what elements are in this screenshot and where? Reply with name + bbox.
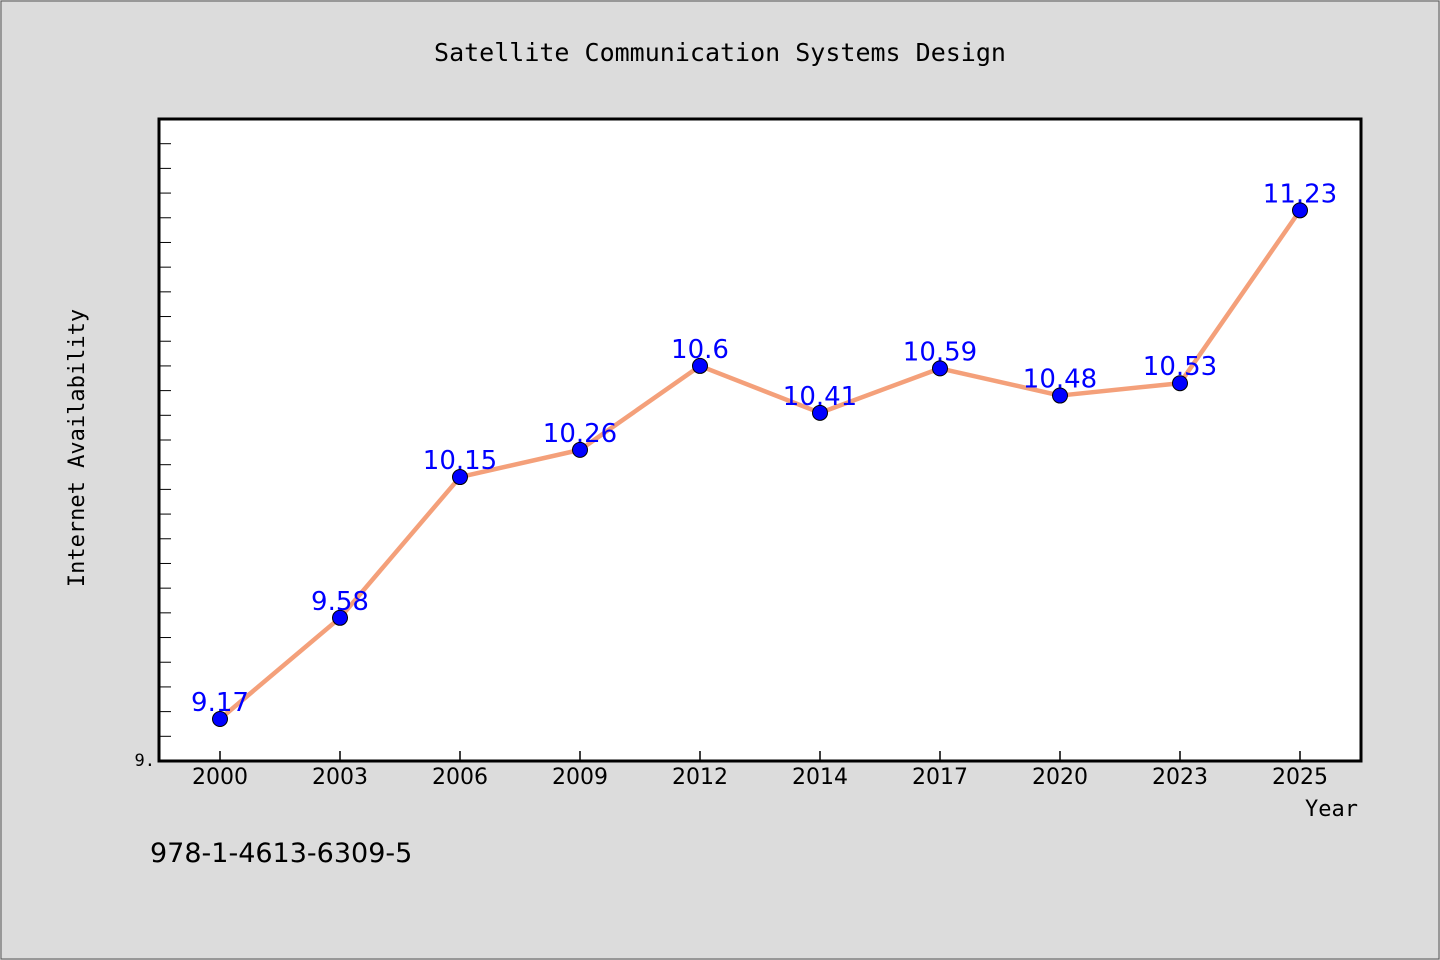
- x-tick-label: 2003: [312, 765, 368, 790]
- data-point: [932, 360, 948, 377]
- x-tick-label: 2000: [192, 765, 248, 790]
- data-label: 10.53: [1143, 352, 1217, 382]
- data-label: 10.48: [1023, 365, 1097, 395]
- data-point: [572, 441, 588, 458]
- isbn-label: 978-1-4613-6309-5: [150, 838, 412, 869]
- x-tick-label: 2006: [432, 765, 488, 790]
- data-point: [812, 404, 828, 421]
- series-line-group: [217, 208, 1303, 722]
- data-point: [212, 711, 228, 728]
- data-point: [1292, 202, 1308, 219]
- data-point: [692, 357, 708, 374]
- series-points-group: [212, 202, 1308, 728]
- chart-title: Satellite Communication Systems Design: [434, 38, 1006, 67]
- data-label: 10.15: [423, 446, 497, 476]
- data-label: 9.17: [191, 688, 249, 718]
- data-label: 10.59: [903, 337, 977, 367]
- data-label: 10.41: [783, 382, 857, 412]
- data-label: 10.26: [543, 419, 617, 449]
- x-tick-label: 2017: [912, 765, 968, 790]
- x-tick-label: 2009: [552, 765, 608, 790]
- x-axis-tick-labels: 2000 2003 2006 2009 2012 2014 2017 2020 2023 2025: [192, 765, 1328, 790]
- x-tick-label: 2012: [672, 765, 728, 790]
- series-line: [217, 208, 1303, 722]
- data-labels-group: 9.17 9.58 10.15 10.26 10.6 10.41 10.59 10.48 10.…: [191, 179, 1337, 718]
- y-axis-ticks: [159, 143, 171, 737]
- data-point: [1172, 375, 1188, 392]
- data-label: 11.23: [1263, 179, 1337, 209]
- data-point: [332, 609, 348, 626]
- plot-area: [157, 117, 1363, 763]
- data-point: [1052, 387, 1068, 404]
- data-label: 9.58: [311, 587, 369, 617]
- x-tick-label: 2020: [1032, 765, 1088, 790]
- x-axis-label: Year: [1305, 797, 1358, 822]
- data-label: 10.6: [671, 335, 729, 365]
- x-tick-label: 2014: [792, 765, 848, 790]
- x-tick-label: 2023: [1152, 765, 1208, 790]
- data-point: [452, 469, 468, 486]
- x-tick-label: 2025: [1272, 765, 1328, 790]
- x-axis-ticks: [219, 751, 1301, 761]
- y-axis-label: Internet Availability: [65, 309, 90, 587]
- y-tick-label: 9.: [135, 751, 155, 771]
